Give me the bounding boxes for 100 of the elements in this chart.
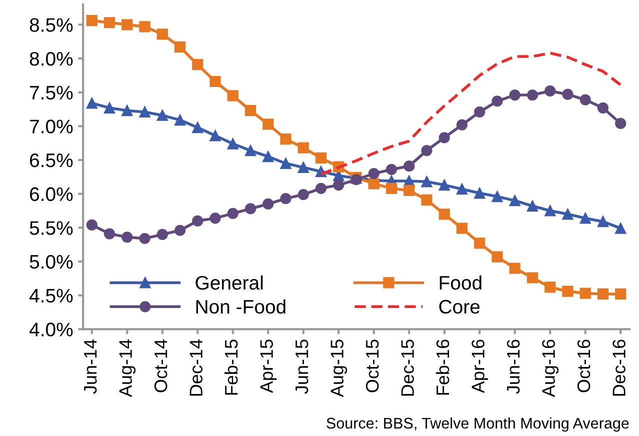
point xyxy=(86,98,98,109)
point xyxy=(474,188,486,199)
y-tick-label: 6.0% xyxy=(30,187,73,202)
point xyxy=(210,212,221,224)
point xyxy=(404,184,415,196)
point xyxy=(438,179,450,191)
y-tick-label: 6.5% xyxy=(30,153,73,168)
point xyxy=(580,288,591,299)
point xyxy=(122,19,133,30)
y-tick-label: 8.0% xyxy=(30,52,73,66)
x-tick-label: Feb-16 xyxy=(436,340,450,395)
point xyxy=(438,208,450,220)
point xyxy=(509,89,520,101)
point xyxy=(244,144,256,156)
point xyxy=(262,198,274,210)
point xyxy=(404,160,415,172)
point xyxy=(544,205,556,216)
x-tick-label: Oct-14 xyxy=(154,339,168,392)
point xyxy=(210,130,221,142)
y-tick-label: 4.0% xyxy=(29,322,73,336)
legend-label: Non -Food xyxy=(196,299,286,314)
y-tick-label: 8.5% xyxy=(30,18,73,32)
point xyxy=(104,17,116,28)
point xyxy=(597,216,609,228)
point xyxy=(192,122,204,134)
point xyxy=(174,114,186,126)
legend-label: General xyxy=(196,275,263,290)
point xyxy=(298,188,309,200)
point xyxy=(156,110,168,121)
point xyxy=(615,118,626,130)
x-tick-label: Oct-16 xyxy=(577,340,590,392)
point xyxy=(104,228,116,240)
y-tick-label: 4.5% xyxy=(29,288,73,303)
point xyxy=(298,162,309,174)
point xyxy=(386,164,398,176)
point xyxy=(139,21,150,32)
point xyxy=(192,215,204,226)
point xyxy=(597,288,609,300)
point xyxy=(86,15,98,26)
point xyxy=(492,190,503,202)
y-tick-label: 7.5% xyxy=(30,86,73,100)
point xyxy=(615,288,626,300)
point xyxy=(580,212,591,224)
x-tick-label: Apr-16 xyxy=(472,340,488,394)
source-note: Source: BBS, Twelve Month Moving Average xyxy=(326,417,629,432)
y-tick-label: 5.5% xyxy=(30,221,73,235)
point xyxy=(139,232,150,244)
point xyxy=(227,90,238,102)
x-tick-label: Apr-15 xyxy=(260,340,277,394)
point xyxy=(526,200,538,212)
point xyxy=(562,286,574,297)
y-tick-label: 7.0% xyxy=(30,120,73,134)
x-tick-label: Feb-15 xyxy=(224,340,238,395)
point xyxy=(192,59,204,70)
point xyxy=(562,88,574,100)
point xyxy=(580,94,591,106)
point xyxy=(315,152,327,164)
x-tick-label: Jun-15 xyxy=(296,340,308,394)
point xyxy=(562,208,574,220)
point xyxy=(174,41,186,53)
x-tick-label: Dec-15 xyxy=(401,340,414,396)
x-tick-label: Jun-16 xyxy=(506,340,520,394)
point xyxy=(597,102,609,114)
point xyxy=(244,105,256,116)
x-tick-label: Aug-14 xyxy=(119,339,136,398)
y-tick-label: 5.0% xyxy=(30,254,73,269)
point xyxy=(368,168,380,180)
point xyxy=(456,119,468,130)
point xyxy=(122,232,133,243)
point xyxy=(122,105,133,116)
point xyxy=(156,228,168,240)
point xyxy=(492,96,503,107)
legend-label: Food xyxy=(440,275,482,290)
point xyxy=(210,76,221,88)
point xyxy=(86,219,98,231)
point xyxy=(244,203,256,214)
point xyxy=(526,89,538,101)
point xyxy=(227,208,238,220)
point xyxy=(456,222,468,234)
point xyxy=(509,262,520,274)
point xyxy=(333,179,344,191)
point xyxy=(262,151,274,162)
point xyxy=(262,118,274,130)
point xyxy=(368,178,380,190)
point xyxy=(526,272,538,284)
point xyxy=(456,184,468,195)
x-tick-label: Jun-14 xyxy=(84,339,97,394)
x-tick-label: Aug-15 xyxy=(330,340,348,398)
x-tick-label: Dec-14 xyxy=(190,339,202,396)
point xyxy=(615,222,626,234)
point xyxy=(421,194,432,206)
x-tick-label: Oct-15 xyxy=(366,340,379,392)
point xyxy=(156,28,168,40)
point xyxy=(386,182,398,194)
point xyxy=(139,106,150,118)
point xyxy=(280,133,292,145)
point xyxy=(544,282,556,293)
point xyxy=(474,106,486,118)
point xyxy=(315,182,327,194)
point xyxy=(104,102,116,114)
